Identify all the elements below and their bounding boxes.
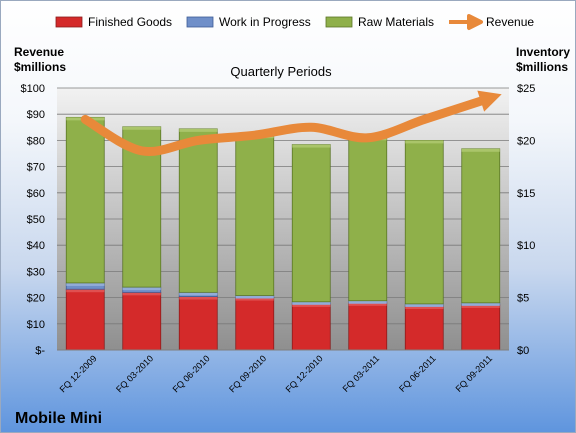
bar-raw-materials	[178, 128, 218, 293]
legend-label-work-in-progress: Work in Progress	[219, 15, 311, 29]
legend-label-finished-goods: Finished Goods	[88, 15, 172, 29]
bar-top-highlight	[405, 305, 444, 309]
right-axis-title-line2: $millions	[516, 60, 568, 74]
right-tick-label: $25	[517, 83, 535, 95]
bar-top-highlight	[179, 296, 218, 300]
bar-top-highlight	[348, 302, 387, 306]
x-axis-ticks: FQ 12-2009 FQ 03-2010 FQ 06-2010 FQ 09-2010…	[58, 353, 495, 394]
bar-finished-goods	[65, 288, 105, 351]
bar-top-highlight	[179, 292, 218, 296]
left-tick-label: $100	[21, 83, 45, 95]
left-tick-label: $70	[27, 162, 45, 174]
bar-top-highlight	[292, 303, 331, 307]
right-tick-label: $0	[517, 345, 529, 357]
x-tick-label: FQ 03-2010	[114, 353, 155, 394]
left-tick-label: $90	[27, 109, 45, 121]
x-tick-label: FQ 06-2011	[397, 353, 438, 394]
revenue-point	[309, 125, 313, 129]
bar-top-highlight	[122, 292, 161, 296]
bar-top-highlight	[292, 144, 331, 148]
x-tick-label: FQ 12-2010	[284, 353, 325, 394]
bar-top-highlight	[405, 140, 444, 144]
bar-top-highlight	[235, 297, 274, 301]
company-name: Mobile Mini	[15, 410, 102, 427]
x-tick-label: FQ 09-2010	[227, 353, 268, 394]
bar-finished-goods	[122, 291, 162, 351]
bar-finished-goods	[178, 296, 218, 351]
right-axis-title-line1: Inventory	[516, 45, 570, 59]
left-axis-ticks: $- $10 $20 $30 $40 $50 $60 $70 $80 $90 $100	[21, 83, 46, 357]
bar-top-highlight	[348, 300, 387, 304]
x-tick-label: FQ 12-2009	[58, 353, 99, 394]
right-tick-label: $20	[517, 135, 535, 147]
legend-label-revenue: Revenue	[486, 15, 534, 29]
right-tick-label: $15	[517, 188, 535, 200]
bar-top-highlight	[292, 301, 331, 305]
bar-raw-materials	[461, 148, 501, 304]
left-axis-title-line1: Revenue	[14, 45, 64, 59]
bar-finished-goods	[461, 304, 501, 351]
left-tick-label: $40	[27, 240, 45, 252]
left-tick-label: $80	[27, 135, 45, 147]
x-tick-label: FQ 03-2011	[341, 353, 382, 394]
left-tick-label: $10	[27, 319, 45, 331]
bars-layer	[65, 116, 501, 351]
x-tick-label: FQ 06-2010	[171, 353, 212, 394]
legend-swatch-finished-goods	[55, 16, 83, 28]
x-tick-label: FQ 09-2011	[454, 353, 495, 394]
left-tick-label: $30	[27, 266, 45, 278]
left-tick-label: $20	[27, 293, 45, 305]
bar-top-highlight	[122, 287, 161, 291]
bar-raw-materials	[348, 136, 388, 302]
left-axis-title-line2: $millions	[14, 60, 66, 74]
revenue-point	[366, 136, 370, 140]
right-axis-ticks: $0 $5 $10 $15 $20 $25	[517, 83, 535, 357]
right-tick-label: $5	[517, 293, 529, 305]
legend-label-raw-materials: Raw Materials	[358, 15, 434, 29]
revenue-line-layer	[80, 90, 502, 157]
legend-swatch-work-in-progress	[186, 16, 214, 28]
bar-finished-goods	[348, 302, 388, 351]
bar-raw-materials	[235, 134, 275, 296]
bar-top-highlight	[179, 128, 218, 132]
right-tick-label: $10	[517, 240, 535, 252]
revenue-point	[422, 117, 426, 121]
bar-raw-materials	[65, 116, 105, 284]
left-tick-label: $60	[27, 188, 45, 200]
revenue-point	[140, 149, 144, 153]
chart-subtitle: Quarterly Periods	[230, 64, 332, 79]
bar-raw-materials	[404, 139, 444, 305]
bar-finished-goods	[404, 305, 444, 351]
legend-swatch-raw-materials	[325, 16, 353, 28]
bar-top-highlight	[66, 282, 105, 286]
revenue-point	[479, 99, 483, 103]
revenue-point	[253, 133, 257, 137]
bar-top-highlight	[122, 126, 161, 130]
bar-finished-goods	[235, 297, 275, 351]
left-tick-label: $50	[27, 214, 45, 226]
legend: Finished Goods Work in Progress Raw Mate…	[55, 14, 534, 30]
bar-top-highlight	[235, 295, 274, 299]
bar-top-highlight	[66, 289, 105, 293]
bar-top-highlight	[461, 148, 500, 152]
revenue-arrowhead-icon	[477, 90, 502, 112]
bar-top-highlight	[461, 304, 500, 308]
revenue-point	[83, 117, 87, 121]
bar-top-highlight	[461, 302, 500, 306]
left-tick-label: $-	[35, 345, 45, 357]
revenue-point	[196, 138, 200, 142]
legend-swatch-revenue-arrow-icon	[449, 14, 483, 30]
bar-raw-materials	[291, 144, 331, 303]
bar-finished-goods	[291, 303, 331, 351]
bar-top-highlight	[405, 303, 444, 307]
